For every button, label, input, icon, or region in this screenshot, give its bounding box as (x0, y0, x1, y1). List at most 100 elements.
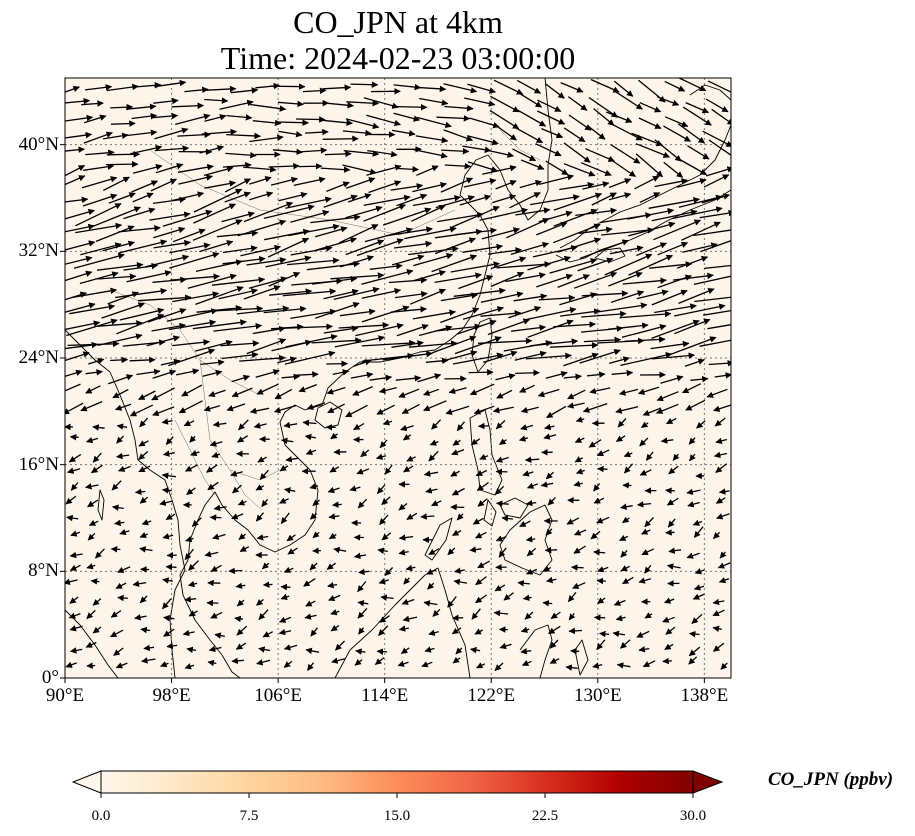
wind-vector-arrow (322, 135, 359, 142)
wind-vector-arrow (420, 513, 435, 520)
wind-vector-arrow (129, 404, 154, 417)
wind-vector-arrow (613, 80, 634, 97)
wind-vector-arrow (192, 319, 247, 330)
wind-vector-arrow (80, 242, 122, 256)
wind-vector-arrow (211, 276, 266, 286)
wind-vector-arrow (406, 455, 416, 462)
wind-vector-arrow (635, 143, 671, 158)
wind-vector-arrow (701, 193, 731, 204)
wind-vector-arrow (620, 565, 630, 572)
wind-vector-arrow (367, 149, 398, 158)
wind-vector-arrow (125, 103, 157, 111)
colorbar-tick-label: 0.0 (91, 808, 111, 824)
wind-vector-arrow (232, 484, 242, 494)
wind-vector-arrow (425, 487, 438, 494)
wind-vector-arrow (677, 123, 706, 144)
wind-vector-arrow (655, 403, 679, 414)
wind-vector-arrow (114, 403, 132, 411)
wind-vector-arrow (85, 385, 101, 394)
wind-vector-arrow (191, 517, 202, 527)
wind-vector-arrow (161, 472, 176, 479)
wind-vector-arrow (188, 560, 199, 571)
wind-vector-arrow (190, 449, 200, 457)
wind-vector-arrow (131, 112, 158, 120)
wind-vector-arrow (628, 221, 676, 237)
wind-vector-arrow (369, 262, 403, 270)
wind-vector-arrow (218, 288, 258, 300)
wind-vector-arrow (374, 657, 385, 666)
wind-vector-arrow (178, 174, 213, 185)
wind-vector-arrow (274, 388, 293, 400)
wind-vector-arrow (161, 487, 172, 494)
wind-vector-arrow (352, 359, 372, 368)
wind-vector-arrow (690, 375, 709, 383)
wind-vector-arrow (474, 628, 484, 635)
wind-vector-arrow (423, 470, 439, 477)
wind-vector-arrow (69, 596, 79, 604)
wind-vector-arrow (220, 340, 260, 347)
wind-vector-arrow (361, 269, 414, 285)
wind-vector-arrow (619, 310, 672, 319)
wind-vector-arrow (161, 418, 173, 425)
wind-vector-arrow (636, 289, 669, 300)
wind-vector-arrow (379, 439, 388, 449)
wind-vector-arrow (413, 269, 446, 282)
wind-vector-arrow (162, 577, 173, 584)
wind-vector-arrow (261, 498, 269, 508)
wind-vector-arrow (566, 517, 580, 525)
wind-vector-arrow (214, 632, 225, 639)
wind-vector-arrow (338, 224, 379, 244)
wind-vector-arrow (192, 219, 243, 241)
wind-vector-arrow (400, 424, 414, 432)
wind-vector-arrow (225, 151, 257, 159)
wind-vector-arrow (65, 114, 94, 122)
wind-vector-arrow (132, 164, 163, 174)
wind-vector-arrow (168, 348, 216, 367)
wind-vector-arrow (350, 371, 374, 379)
wind-vector-arrow (284, 323, 333, 330)
wind-vector-arrow (497, 126, 517, 141)
wind-vector-arrow (638, 577, 651, 584)
lon-tick-label: 122°E (467, 685, 516, 706)
wind-vector-arrow (546, 405, 567, 419)
wind-vector-arrow (581, 290, 629, 297)
wind-vector-arrow (102, 240, 135, 252)
wind-vector-arrow (323, 288, 359, 300)
wind-vector-arrow (75, 203, 122, 227)
wind-vector-arrow (152, 406, 175, 417)
wind-vector-arrow (644, 612, 653, 619)
lon-tick-label: 106°E (254, 685, 302, 706)
wind-vector-arrow (434, 272, 482, 284)
wind-vector-arrow (243, 166, 277, 173)
wind-vector-arrow (332, 369, 350, 376)
wind-vector-arrow (96, 320, 143, 327)
wind-vector-arrow (489, 109, 520, 130)
wind-vector-arrow (288, 223, 340, 237)
wind-vector-arrow (283, 566, 294, 573)
wind-vector-arrow (547, 497, 556, 506)
wind-vector-arrow (199, 145, 225, 154)
wind-vector-arrow (617, 418, 627, 428)
wind-vector-arrow (184, 86, 209, 94)
wind-vector-arrow (482, 164, 517, 175)
wind-vector-arrow (567, 402, 585, 409)
wind-vector-arrow (334, 335, 386, 348)
wind-vector-arrow (333, 546, 347, 554)
wind-vector-arrow (553, 321, 596, 328)
wind-vector-arrow (477, 337, 533, 345)
wind-vector-arrow (456, 421, 466, 432)
wind-vector-arrow (201, 128, 238, 136)
wind-vector-arrow (169, 242, 211, 254)
wind-vector-arrow (391, 340, 424, 348)
wind-vector-arrow (375, 453, 387, 460)
wind-vector-arrow (522, 470, 534, 477)
wind-vector-arrow (580, 162, 612, 176)
wind-vector-arrow (563, 373, 582, 381)
wind-vector-arrow (87, 499, 99, 508)
wind-vector-arrow (332, 501, 342, 508)
wind-vector-arrow (305, 600, 316, 607)
wind-vector-arrow (139, 531, 148, 538)
wind-vector-arrow (549, 258, 598, 274)
wind-vector-arrow (154, 127, 189, 140)
wind-vector-arrow (92, 626, 102, 634)
